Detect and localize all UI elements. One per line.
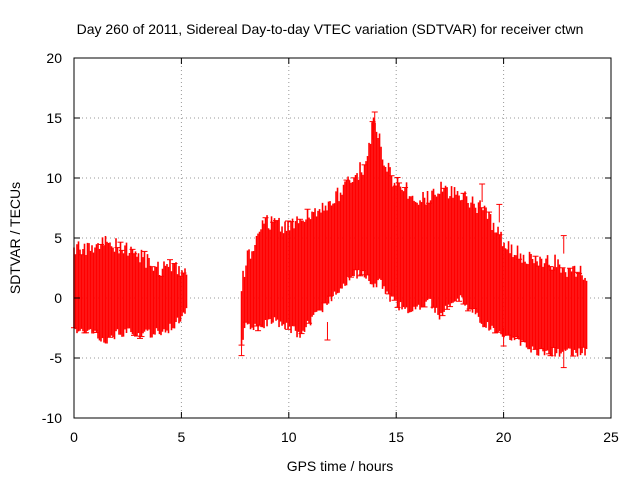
error-bar-band	[238, 117, 588, 357]
y-tick-label: 20	[46, 50, 62, 66]
y-axis-label: SDTVAR / TECUs	[7, 182, 23, 294]
y-tick-label: 10	[46, 170, 62, 186]
x-tick-label: 20	[496, 429, 512, 445]
chart-title: Day 260 of 2011, Sidereal Day-to-day VTE…	[77, 21, 584, 37]
data-series-ctwn	[71, 111, 588, 369]
x-tick-label: 25	[603, 429, 619, 445]
y-tick-label: 0	[54, 290, 62, 306]
x-tick-label: 0	[70, 429, 78, 445]
y-tick-label: 5	[54, 230, 62, 246]
error-bar-band	[71, 235, 188, 344]
x-axis-label: GPS time / hours	[287, 458, 394, 474]
y-tick-label: -10	[42, 410, 62, 426]
y-tick-label: -5	[50, 350, 63, 366]
x-tick-label: 10	[281, 429, 297, 445]
axis-ticks: 0 5 10 15 20 25 -10 -5 0 5 10 15 20	[42, 50, 619, 445]
x-tick-label: 5	[178, 429, 186, 445]
x-tick-label: 15	[388, 429, 404, 445]
y-tick-label: 15	[46, 110, 62, 126]
